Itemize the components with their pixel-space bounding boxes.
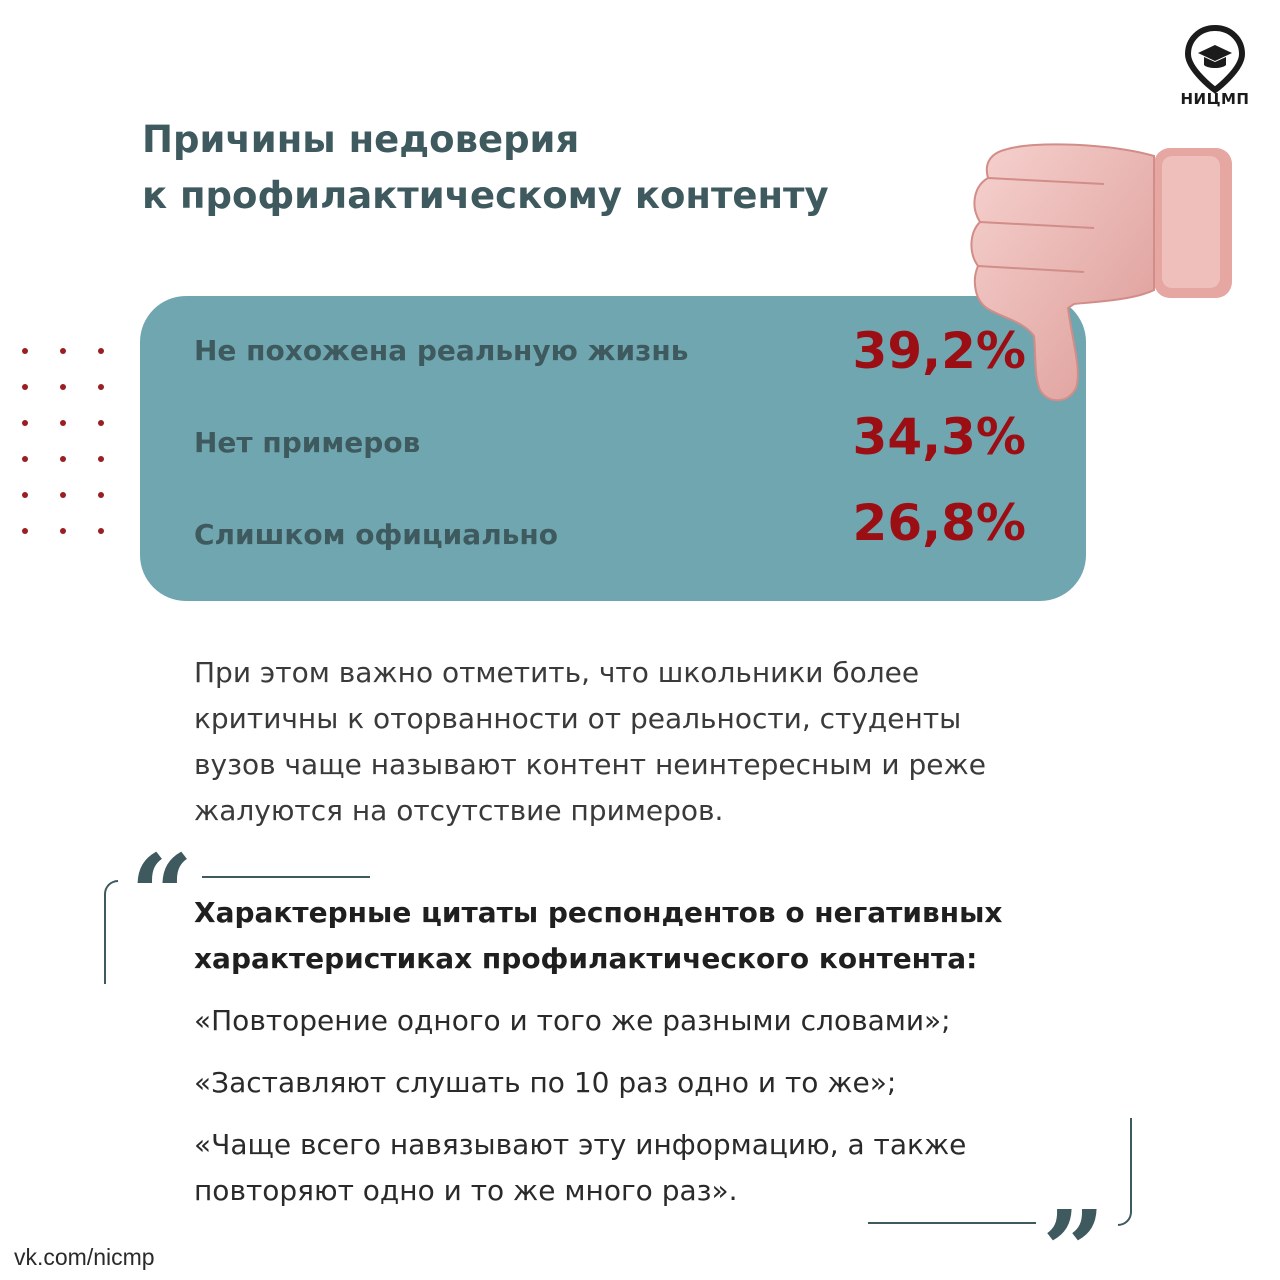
graduation-cap-pin-icon (1184, 24, 1246, 94)
stat-value-3: 26,8% (852, 494, 1026, 552)
open-quote-icon: “ (130, 830, 194, 959)
title-line-1: Причины недоверия (142, 118, 580, 161)
stat-value-2: 34,3% (852, 408, 1026, 466)
quote-bracket-left (104, 880, 118, 984)
close-quote-icon: ” (1042, 1186, 1106, 1280)
summary-paragraph: При этом важно отметить, что школьники б… (194, 650, 1144, 834)
page-title: Причины недоверия к профилактическому ко… (142, 112, 962, 224)
paragraph-line: жалуются на отсутствие примеров. (194, 794, 724, 827)
thumbs-down-icon (970, 143, 1232, 402)
paragraph-line: вузов чаще называют контент неинтересным… (194, 748, 986, 781)
paragraph-line: критичны к оторванности от реальности, с… (194, 702, 962, 735)
stat-label-2: Нет примеров (194, 426, 421, 459)
quote-divider-bottom (868, 1222, 1036, 1224)
decorative-dots (18, 340, 118, 550)
quote-divider-top (202, 876, 370, 878)
quotes-heading-line-1: Характерные цитаты респондентов о негати… (194, 896, 1003, 929)
quote-3-line-2: повторяют одно и то же много раз». (194, 1174, 738, 1207)
footer-link[interactable]: vk.com/nicmp (14, 1244, 155, 1270)
quotes-heading-line-2: характеристиках профилактического контен… (194, 942, 978, 975)
logo-text: НИЦМП (1180, 90, 1250, 108)
quote-3-line-1: «Чаще всего навязывают эту информацию, а… (194, 1128, 967, 1161)
quote-bracket-right (1118, 1118, 1132, 1226)
title-line-2: к профилактическому контенту (142, 174, 829, 217)
quote-2: «Заставляют слушать по 10 раз одно и то … (194, 1066, 897, 1099)
stat-label-1: Не похожена реальную жизнь (194, 334, 689, 367)
paragraph-line: При этом важно отметить, что школьники б… (194, 656, 920, 689)
stat-label-3: Слишком официально (194, 518, 558, 551)
stat-value-1: 39,2% (852, 322, 1026, 380)
quotes-heading: Характерные цитаты респондентов о негати… (194, 890, 1094, 982)
stats-panel (140, 296, 1086, 601)
quote-1: «Повторение одного и того же разными сло… (194, 1004, 951, 1037)
